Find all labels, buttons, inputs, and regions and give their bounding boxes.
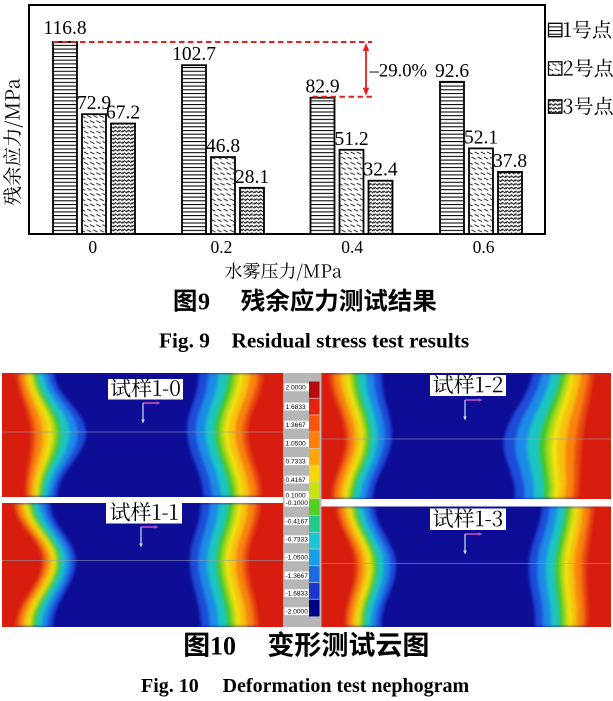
svg-text:28.1: 28.1	[235, 167, 269, 188]
svg-text:9: 9	[198, 290, 210, 316]
svg-text:-0.1000: -0.1000	[286, 500, 309, 507]
svg-text:0.2: 0.2	[210, 237, 232, 257]
svg-text:102.7: 102.7	[172, 44, 216, 65]
svg-text:–29.0%: –29.0%	[369, 61, 428, 82]
svg-text:1.3667: 1.3667	[286, 422, 307, 429]
svg-text:37.8: 37.8	[493, 151, 527, 172]
svg-text:52.1: 52.1	[464, 127, 498, 148]
svg-text:0: 0	[88, 237, 97, 257]
svg-text:82.9: 82.9	[305, 77, 339, 98]
svg-text:-1.0500: -1.0500	[286, 555, 309, 562]
svg-text:92.6: 92.6	[435, 61, 469, 82]
svg-text:0.7333: 0.7333	[286, 459, 307, 466]
svg-text:Deformation test nephogram: Deformation test nephogram	[223, 675, 470, 697]
svg-text:32.4: 32.4	[363, 160, 397, 181]
svg-text:Fig. 9: Fig. 9	[159, 329, 210, 353]
svg-text:46.8: 46.8	[206, 136, 240, 157]
svg-text:72.9: 72.9	[77, 93, 111, 114]
svg-text:51.2: 51.2	[334, 129, 368, 150]
svg-text:-2.0000: -2.0000	[286, 609, 309, 616]
svg-text:0.1000: 0.1000	[286, 492, 307, 499]
svg-text:67.2: 67.2	[106, 103, 140, 124]
svg-text:10: 10	[210, 632, 236, 661]
svg-text:Residual stress test results: Residual stress test results	[232, 329, 470, 353]
svg-text:1.0500: 1.0500	[286, 440, 307, 447]
svg-text:-0.4167: -0.4167	[286, 519, 309, 526]
svg-text:-1.3667: -1.3667	[286, 573, 309, 580]
svg-text:116.8: 116.8	[43, 18, 86, 39]
svg-text:-1.6833: -1.6833	[286, 591, 309, 598]
svg-text:0.4: 0.4	[341, 237, 363, 257]
svg-text:0.4167: 0.4167	[286, 477, 307, 484]
svg-text:Fig. 10: Fig. 10	[141, 675, 199, 697]
svg-text:0.6: 0.6	[473, 237, 495, 257]
svg-text:2.0000: 2.0000	[286, 385, 307, 392]
svg-text:-0.7333: -0.7333	[286, 537, 309, 544]
svg-text:1.6833: 1.6833	[286, 404, 307, 411]
